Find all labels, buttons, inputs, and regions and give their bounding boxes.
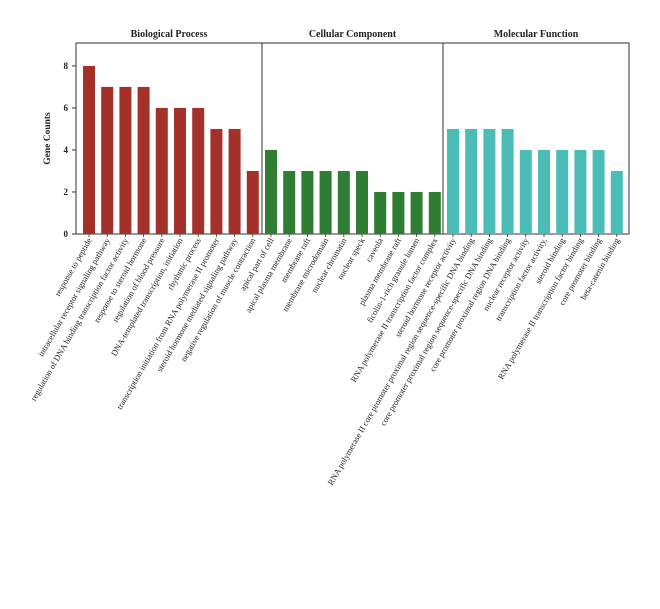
y-tick-label-0: 0 bbox=[64, 229, 69, 239]
bar-2-1 bbox=[265, 149, 277, 234]
bar-1-3 bbox=[119, 86, 132, 235]
bar-3-9 bbox=[592, 149, 605, 234]
bar-1-9 bbox=[228, 128, 241, 234]
bar-2-8 bbox=[392, 191, 405, 234]
bar-2-2 bbox=[283, 170, 296, 234]
bar-3-8 bbox=[574, 149, 587, 234]
y-tick-label-6: 6 bbox=[64, 103, 69, 113]
bar-3-3 bbox=[483, 128, 496, 234]
bar-3-2 bbox=[465, 128, 478, 234]
bar-2-10 bbox=[428, 191, 441, 234]
bar-1-7 bbox=[192, 107, 205, 234]
bar-3-4 bbox=[501, 128, 514, 234]
bar-1-5 bbox=[155, 107, 168, 234]
bar-2-5 bbox=[337, 170, 350, 234]
plot-border bbox=[75, 42, 630, 235]
bars bbox=[83, 65, 623, 235]
bar-3-7 bbox=[556, 149, 569, 234]
y-axis: 0 2 4 6 8 bbox=[64, 61, 76, 239]
panel-title-2: Cellular Component bbox=[309, 29, 397, 40]
panel-title-1: Biological Process bbox=[131, 29, 208, 40]
bar-1-8 bbox=[210, 128, 223, 234]
panel-titles: Biological Process Cellular Component Mole… bbox=[131, 29, 579, 40]
bar-2-3 bbox=[301, 170, 314, 234]
plot-frame bbox=[75, 42, 630, 235]
bar-3-6 bbox=[538, 149, 550, 234]
bar-2-6 bbox=[356, 170, 368, 234]
y-tick-label-4: 4 bbox=[64, 145, 69, 155]
y-axis-title: Gene Counts bbox=[43, 112, 53, 165]
bar-1-1 bbox=[83, 65, 95, 234]
y-tick-label-8: 8 bbox=[64, 61, 69, 71]
bar-3-10 bbox=[610, 170, 623, 234]
bar-1-2 bbox=[101, 86, 114, 235]
bar-2-9 bbox=[410, 191, 423, 234]
bar-3-1 bbox=[447, 128, 459, 234]
bar-2-7 bbox=[374, 191, 387, 234]
bar-2-4 bbox=[319, 170, 332, 234]
panel-title-3: Molecular Function bbox=[494, 29, 579, 40]
bar-1-10 bbox=[246, 170, 259, 234]
y-tick-label-2: 2 bbox=[64, 187, 69, 197]
bar-3-5 bbox=[519, 149, 532, 234]
bar-1-6 bbox=[174, 107, 186, 234]
bar-1-4 bbox=[137, 86, 150, 235]
